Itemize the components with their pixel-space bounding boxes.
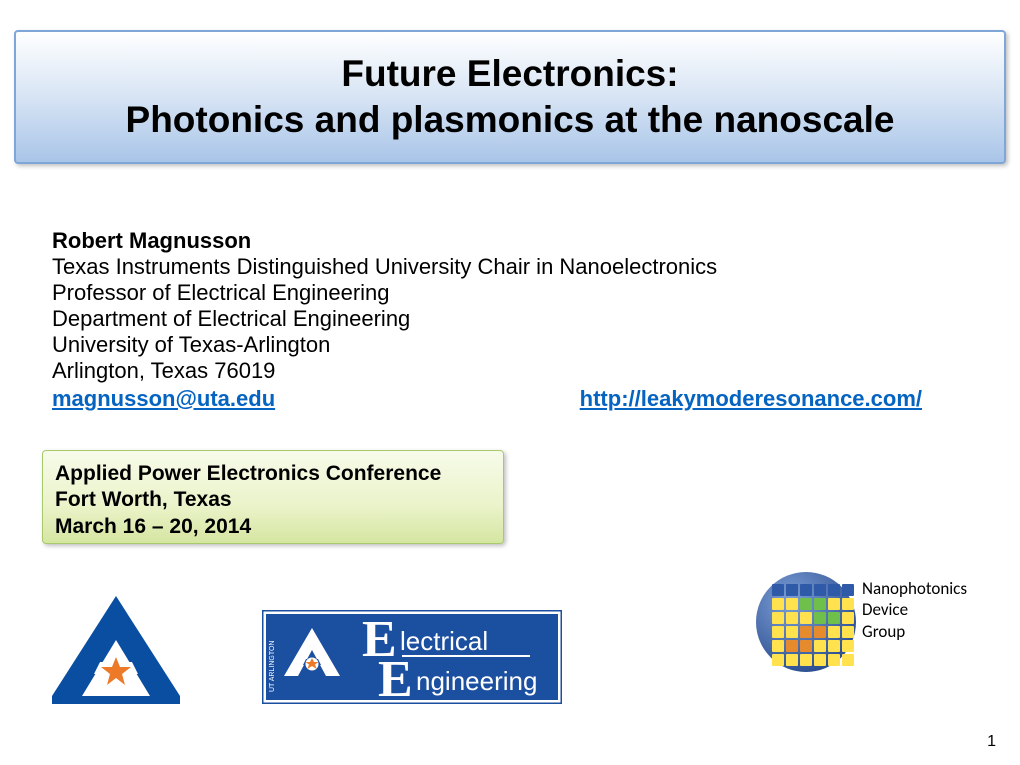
npg-label-2: Device	[862, 599, 967, 620]
ee-line2: ngineering	[416, 666, 537, 696]
title-line-2: Photonics and plasmonics at the nanoscal…	[126, 99, 895, 140]
ee-banner-logo: UT ARLINGTON E E lectrical ngineering	[262, 610, 562, 704]
page-number: 1	[987, 733, 996, 751]
author-line: Department of Electrical Engineering	[52, 306, 972, 332]
conf-line: Fort Worth, Texas	[55, 487, 491, 513]
svg-text:E: E	[378, 651, 413, 704]
title-box: Future Electronics: Photonics and plasmo…	[14, 30, 1006, 164]
author-line: Professor of Electrical Engineering	[52, 280, 972, 306]
author-block: Robert Magnusson Texas Instruments Disti…	[52, 228, 972, 412]
author-line: University of Texas-Arlington	[52, 332, 972, 358]
uta-a-logo	[52, 596, 180, 704]
title-line-1: Future Electronics:	[341, 53, 678, 94]
npg-logo	[754, 570, 858, 674]
author-line: Arlington, Texas 76019	[52, 358, 972, 384]
author-line: Texas Instruments Distinguished Universi…	[52, 254, 972, 280]
ee-line1: lectrical	[400, 626, 488, 656]
link-row: magnusson@uta.edu http://leakymoderesona…	[52, 386, 922, 412]
npg-label-3: Group	[862, 621, 967, 642]
npg-label: Nanophotonics Device Group	[862, 578, 967, 642]
author-name: Robert Magnusson	[52, 228, 972, 254]
author-email-link[interactable]: magnusson@uta.edu	[52, 386, 275, 412]
svg-text:UT ARLINGTON: UT ARLINGTON	[269, 641, 276, 692]
author-website-link[interactable]: http://leakymoderesonance.com/	[580, 386, 922, 412]
conference-box: Applied Power Electronics Conference For…	[42, 450, 504, 544]
conf-line: Applied Power Electronics Conference	[55, 461, 491, 487]
slide-title: Future Electronics: Photonics and plasmo…	[126, 51, 895, 144]
npg-label-1: Nanophotonics	[862, 578, 967, 599]
conf-line: March 16 – 20, 2014	[55, 514, 491, 540]
